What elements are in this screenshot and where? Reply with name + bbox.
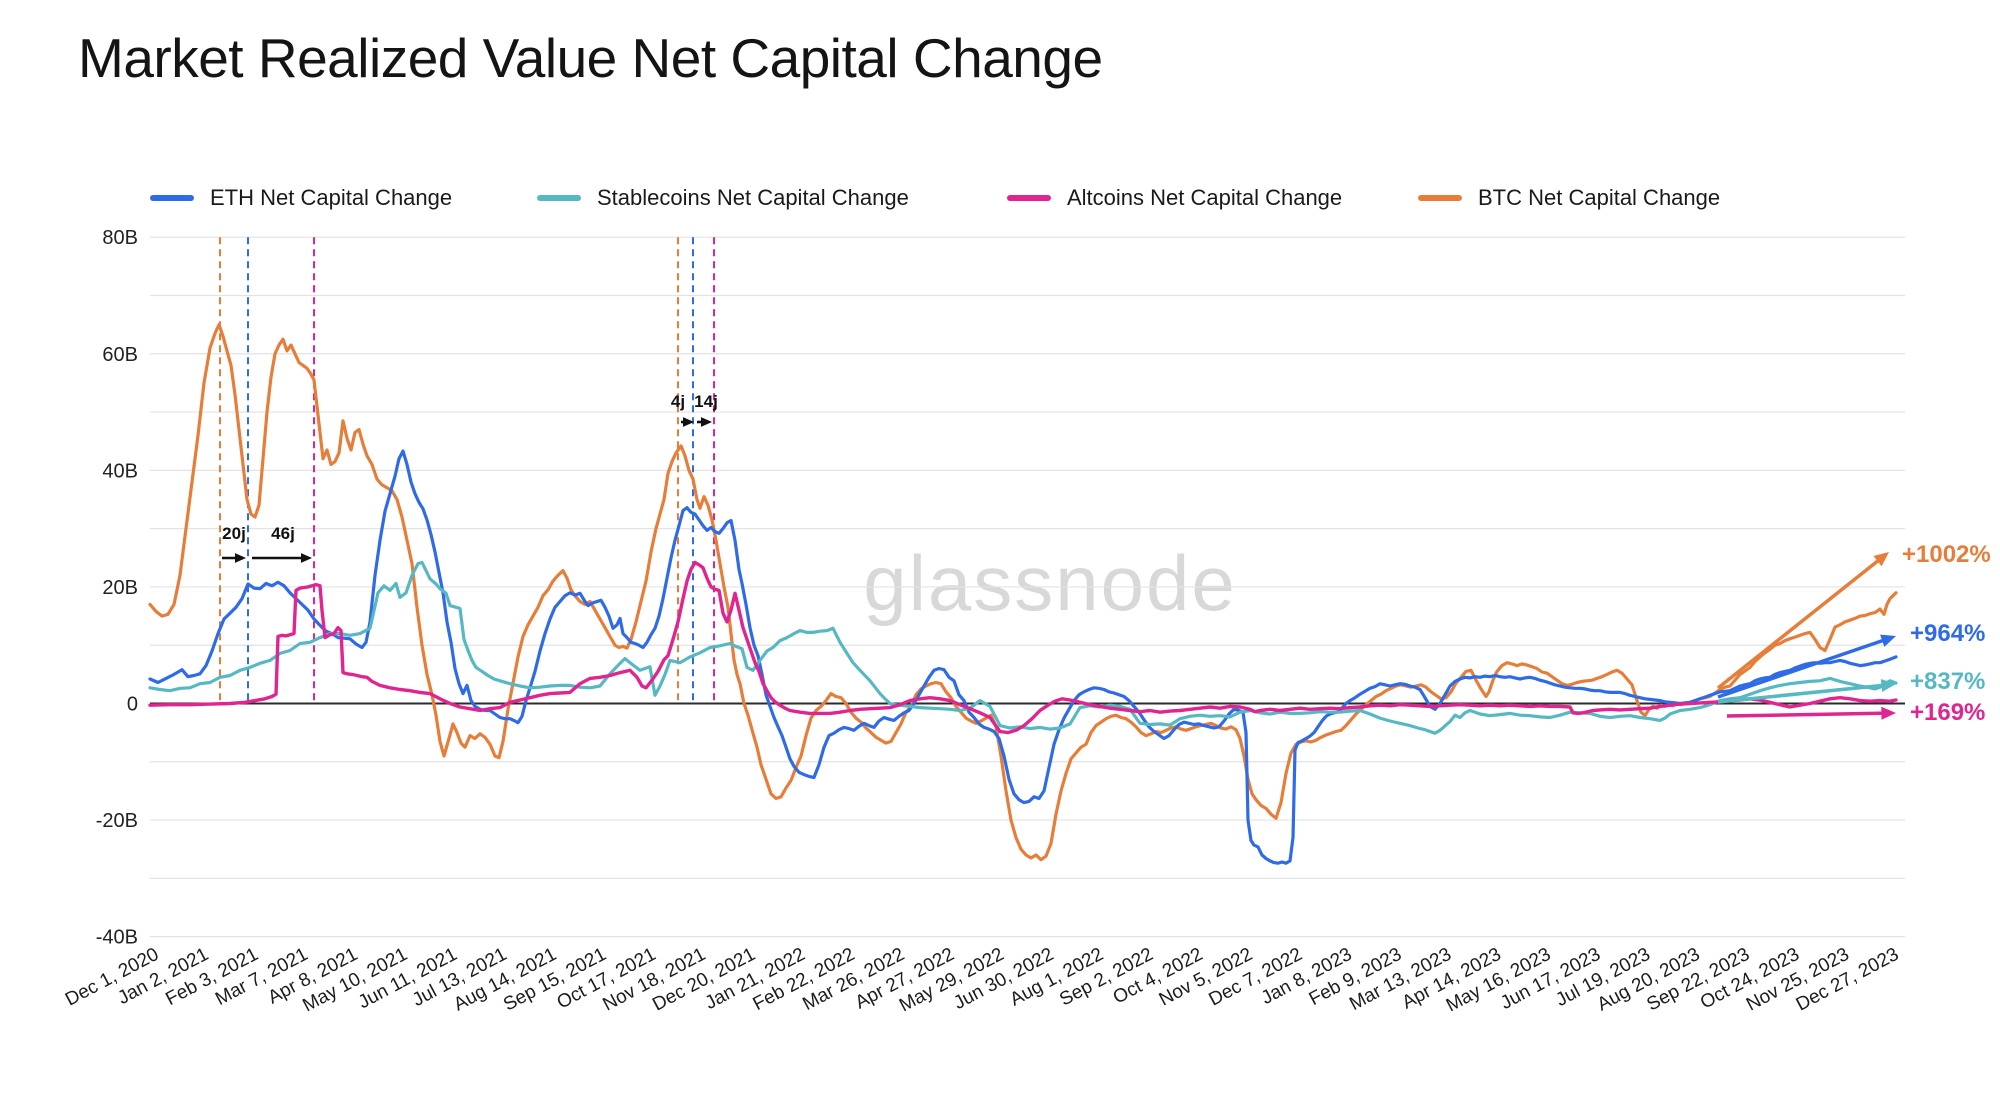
trend-percent-label: +1002% (1902, 541, 1991, 568)
legend-label-btc: BTC Net Capital Change (1478, 185, 1721, 210)
legend-label-stablecoins: Stablecoins Net Capital Change (597, 185, 909, 210)
stablecoins-series-swatch-icon (537, 195, 581, 201)
y-axis-tick-label: -40B (96, 927, 138, 949)
y-axis-tick-label: 0 (127, 694, 138, 716)
trend-arrow (1726, 711, 1887, 718)
trend-arrow-head (1880, 679, 1896, 692)
trend-arrow (1716, 556, 1883, 690)
page-title: Market Realized Value Net Capital Change (78, 27, 1103, 89)
series-line-btc (148, 323, 1898, 862)
interval-arrow-head (701, 417, 712, 427)
series-line-stablecoins (148, 560, 1898, 735)
eth-series-swatch-icon (150, 195, 194, 201)
glassnode-watermark: glassnode (863, 539, 1237, 627)
legend-label-eth: ETH Net Capital Change (210, 185, 453, 210)
interval-label: 46j (271, 524, 295, 543)
interval-arrow-head (235, 553, 246, 563)
y-axis-tick-label: 80B (102, 227, 138, 249)
trend-arrow (1717, 683, 1887, 704)
altcoins-series-swatch-icon (1007, 195, 1051, 201)
y-axis-tick-label: 20B (102, 577, 138, 599)
trend-arrow-head (1881, 706, 1896, 720)
interval-label: 20j (222, 524, 246, 543)
trend-percent-label: +964% (1910, 620, 1985, 647)
legend-item-stablecoins[interactable]: Stablecoins Net Capital Change (537, 183, 909, 213)
legend-label-altcoins: Altcoins Net Capital Change (1067, 185, 1343, 210)
legend-item-btc[interactable]: BTC Net Capital Change (1418, 183, 1720, 213)
y-axis-tick-label: 60B (102, 344, 138, 366)
y-axis-tick-label: 40B (102, 460, 138, 482)
trend-arrow (1717, 637, 1888, 699)
interval-label: 14j (694, 392, 718, 411)
legend-item-eth[interactable]: ETH Net Capital Change (150, 183, 452, 213)
interval-label: 4j (671, 392, 685, 411)
trend-arrow-head (1880, 634, 1896, 647)
trend-percent-label: +169% (1910, 699, 1985, 726)
legend-item-altcoins[interactable]: Altcoins Net Capital Change (1007, 183, 1342, 213)
trend-arrow-head (1873, 552, 1889, 567)
interval-arrow-head (301, 553, 312, 563)
interval-arrow-head (683, 417, 694, 427)
y-axis-tick-label: -20B (96, 810, 138, 832)
series-line-altcoins (148, 560, 1898, 735)
series-line-eth (148, 449, 1898, 865)
btc-series-swatch-icon (1418, 195, 1462, 201)
trend-percent-label: +837% (1910, 668, 1985, 695)
legend: ETH Net Capital Change Stablecoins Net C… (0, 183, 2000, 213)
